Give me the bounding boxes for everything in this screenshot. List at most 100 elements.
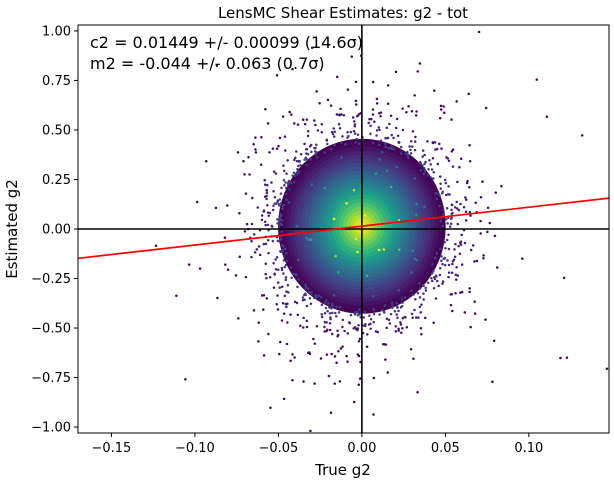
scatter-point (431, 272, 434, 275)
scatter-point (401, 301, 404, 304)
scatter-point (324, 306, 328, 310)
scatter-point (436, 162, 440, 166)
scatter-point (309, 302, 313, 305)
scatter-point (418, 282, 421, 285)
scatter-point (473, 312, 477, 315)
scatter-point (400, 297, 404, 301)
scatter-point (298, 160, 301, 163)
scatter-point (327, 302, 330, 305)
y-tick-label: −0.75 (31, 371, 71, 386)
scatter-point (482, 254, 485, 257)
scatter-point (287, 179, 291, 183)
scatter-point (429, 163, 432, 166)
scatter-point (335, 361, 338, 364)
scatter-point (175, 294, 178, 297)
scatter-point (331, 311, 334, 315)
scatter-point (426, 281, 430, 285)
scatter-point (264, 107, 267, 111)
scatter-point (410, 289, 413, 293)
scatter-point (481, 180, 484, 183)
scatter-point (270, 181, 273, 184)
scatter-point (281, 250, 284, 254)
scatter-point (375, 129, 379, 132)
scatter-point (405, 111, 408, 114)
scatter-point (434, 148, 437, 151)
scatter-point (337, 311, 341, 314)
scatter-point (320, 123, 324, 126)
scatter-point (414, 213, 418, 217)
scatter-point (368, 314, 371, 317)
scatter-point (383, 304, 387, 308)
scatter-point (474, 201, 477, 204)
x-tick-label: −0.10 (175, 441, 215, 456)
scatter-point (292, 171, 296, 175)
scatter-point (492, 339, 496, 343)
scatter-point (432, 286, 436, 290)
scatter-point (454, 273, 458, 277)
scatter-point (369, 132, 372, 136)
scatter-point (293, 156, 297, 160)
scatter-point (256, 206, 260, 209)
scatter-point (447, 185, 450, 188)
scatter-point (304, 156, 307, 160)
scatter-point (447, 233, 450, 237)
scatter-point (297, 164, 300, 168)
scatter-point (372, 308, 376, 311)
scatter-point (337, 122, 341, 126)
scatter-point (448, 225, 452, 228)
scatter-point (380, 150, 384, 154)
scatter-point (418, 287, 422, 290)
annotation-m2: m2 = -0.044 +/- 0.063 (0.7σ) (90, 54, 325, 73)
scatter-point (421, 164, 424, 167)
scatter-point (305, 163, 308, 167)
scatter-point (409, 148, 412, 152)
scatter-point (378, 313, 381, 316)
scatter-point (248, 173, 251, 176)
scatter-point (276, 200, 279, 204)
scatter-point (413, 308, 416, 312)
y-tick-label: 0.00 (42, 223, 71, 238)
scatter-point (494, 191, 497, 194)
scatter-point (264, 272, 267, 276)
scatter-point (305, 304, 309, 308)
scatter-point (432, 321, 435, 325)
scatter-point (395, 165, 399, 169)
y-tick-label: 0.50 (42, 123, 71, 138)
scatter-point (265, 197, 268, 201)
scatter-point (299, 153, 303, 156)
scatter-point (443, 240, 446, 244)
scatter-point (290, 276, 293, 279)
scatter-point (454, 242, 457, 246)
scatter-point (390, 301, 394, 304)
scatter-point (455, 207, 459, 210)
scatter-point (404, 152, 407, 156)
scatter-point (278, 136, 282, 140)
scatter-point (316, 129, 320, 132)
scatter-point (326, 328, 329, 331)
scatter-point (326, 310, 329, 313)
scatter-point (397, 329, 400, 333)
scatter-point (457, 244, 460, 248)
scatter-point (446, 222, 449, 225)
scatter-point (323, 186, 327, 190)
scatter-point (250, 240, 253, 243)
scatter-point (364, 322, 367, 326)
scatter-point (195, 200, 199, 204)
scatter-point (374, 172, 378, 175)
scatter-point (330, 307, 333, 310)
scatter-point (431, 262, 434, 266)
scatter-point (439, 104, 443, 108)
scatter-point (281, 207, 284, 210)
scatter-point (345, 354, 348, 358)
scatter-point (465, 181, 469, 185)
scatter-point (369, 124, 372, 127)
scatter-point (341, 318, 345, 322)
scatter-point (391, 304, 394, 307)
scatter-point (356, 353, 360, 356)
scatter-point (464, 210, 468, 213)
scatter-point (353, 326, 357, 329)
scatter-point (432, 269, 435, 273)
scatter-point (430, 277, 433, 280)
scatter-point (439, 187, 442, 190)
scatter-point (378, 158, 381, 161)
